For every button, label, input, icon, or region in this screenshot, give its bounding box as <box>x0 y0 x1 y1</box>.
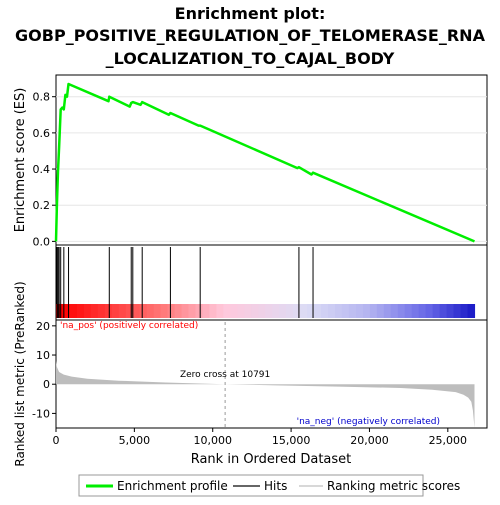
heatmap-segment <box>265 304 273 318</box>
heatmap-segment <box>334 304 343 318</box>
heatmap-segment <box>446 304 455 318</box>
zero-cross-label: Zero cross at 10791 <box>180 370 270 380</box>
heatmap-segment <box>272 304 280 318</box>
heatmap-segment <box>432 304 441 318</box>
heatmap-segment <box>139 304 148 318</box>
es-series <box>54 82 475 243</box>
metric-ytick-label: 10 <box>36 349 50 362</box>
heatmap-segment <box>314 304 322 318</box>
heatmap-segment <box>111 304 120 318</box>
heatmap-segment <box>132 304 141 318</box>
rank-heatmap-bar <box>56 304 476 318</box>
metric-yaxis-ticks: 20 10 0 -10 <box>32 320 56 420</box>
heatmap-segment <box>376 304 385 318</box>
heatmap-segment <box>167 304 176 318</box>
es-ytick-label: 0.0 <box>33 235 51 248</box>
heatmap-segment <box>223 304 231 318</box>
xtick-label: 25,000 <box>429 434 468 447</box>
heatmap-segment <box>467 304 476 318</box>
xlabel: Rank in Ordered Dataset <box>191 452 352 467</box>
heatmap-segment <box>76 304 85 318</box>
heatmap-segment <box>195 304 204 318</box>
heatmap-segment <box>390 304 399 318</box>
xtick-label: 15,000 <box>272 434 311 447</box>
heatmap-segment <box>460 304 469 318</box>
heatmap-segment <box>69 304 78 318</box>
heatmap-segment <box>321 304 329 318</box>
heatmap-segment <box>369 304 378 318</box>
enrichment-profile-line <box>54 82 475 243</box>
heatmap-segment <box>160 304 169 318</box>
heatmap-segment <box>383 304 392 318</box>
heatmap-segment <box>146 304 155 318</box>
heatmap-segment <box>209 304 218 318</box>
heatmap-segment <box>188 304 197 318</box>
heatmap-segment <box>286 304 294 318</box>
neg-correlated-label: 'na_neg' (negatively correlated) <box>297 417 440 427</box>
metric-panel-frame <box>55 319 488 429</box>
es-ytick-label: 0.6 <box>33 127 51 140</box>
heatmap-segment <box>244 304 252 318</box>
heatmap-segment <box>230 304 238 318</box>
legend-metric-label: Ranking metric scores <box>327 479 460 493</box>
heatmap-segment <box>348 304 357 318</box>
heatmap-segment <box>404 304 413 318</box>
heatmap-segment <box>237 304 245 318</box>
hit-marks <box>56 247 314 318</box>
heatmap-segment <box>355 304 364 318</box>
heatmap-segment <box>181 304 190 318</box>
xtick-label: 20,000 <box>350 434 389 447</box>
heatmap-segment <box>62 304 71 318</box>
es-ylabel: Enrichment score (ES) <box>13 88 28 233</box>
heatmap-segment <box>293 304 301 318</box>
es-ytick-label: 0.8 <box>33 91 51 104</box>
heatmap-segment <box>300 304 308 318</box>
heatmap-segment <box>397 304 406 318</box>
xtick-label: 10,000 <box>193 434 232 447</box>
es-ytick-label: 0.2 <box>33 199 51 212</box>
heatmap-segment <box>97 304 106 318</box>
legend-hits-label: Hits <box>264 479 287 493</box>
heatmap-segment <box>118 304 127 318</box>
chart-title-line3: _LOCALIZATION_TO_CAJAL_BODY <box>106 49 395 68</box>
heatmap-segment <box>90 304 99 318</box>
heatmap-segment <box>104 304 113 318</box>
es-ytick-label: 0.4 <box>33 163 51 176</box>
heatmap-segment <box>56 304 64 318</box>
heatmap-segment <box>153 304 162 318</box>
heatmap-segment <box>307 304 315 318</box>
heatmap-segment <box>216 304 224 318</box>
metric-ytick-label: -10 <box>32 407 50 420</box>
heatmap-segment <box>83 304 92 318</box>
heatmap-segment <box>425 304 434 318</box>
chart-title-line2: GOBP_POSITIVE_REGULATION_OF_TELOMERASE_R… <box>15 26 486 45</box>
heatmap-segment <box>202 304 211 318</box>
heatmap-segment <box>251 304 259 318</box>
metric-ytick-label: 20 <box>36 320 50 333</box>
heatmap-segment <box>174 304 183 318</box>
pos-correlated-label: 'na_pos' (positively correlated) <box>60 321 198 331</box>
heatmap-segment <box>453 304 462 318</box>
es-grid <box>56 96 487 242</box>
heatmap-segment <box>125 304 134 318</box>
chart-title-line1: Enrichment plot: <box>175 4 326 23</box>
heatmap-segment <box>418 304 427 318</box>
heatmap-segment <box>328 304 336 318</box>
es-yaxis-ticks: 0.0 0.2 0.4 0.6 0.8 <box>33 91 56 248</box>
heatmap-segment <box>439 304 448 318</box>
heatmap-segment <box>258 304 266 318</box>
xtick-label: 5,000 <box>119 434 151 447</box>
heatmap-segment <box>341 304 350 318</box>
xtick-label: 0 <box>53 434 60 447</box>
heatmap-segment <box>411 304 420 318</box>
metric-ytick-label: 0 <box>43 378 50 391</box>
heatmap-segment <box>279 304 287 318</box>
metric-ylabel: Ranked list metric (PreRanked) <box>13 281 27 466</box>
legend-enrichment-label: Enrichment profile <box>117 479 228 493</box>
xaxis-ticks: 0 5,000 10,000 15,000 20,000 25,000 <box>53 428 468 447</box>
heatmap-segment <box>362 304 371 318</box>
